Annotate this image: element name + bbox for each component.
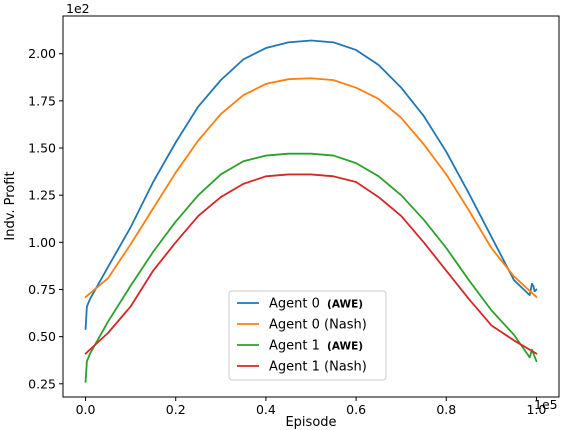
x-tick-label: 0.8 — [436, 402, 456, 417]
legend-entry-tag-2: (AWE) — [327, 341, 363, 353]
y-tick-label: 1.50 — [28, 141, 56, 156]
y-tick-label: 1.25 — [28, 188, 56, 203]
legend-entry-0: Agent 0 (AWE) — [269, 297, 363, 312]
y-tick-label: 1.00 — [28, 235, 56, 250]
x-tick-label: 0.0 — [76, 402, 96, 417]
legend-entry-tag-0: (AWE) — [327, 299, 363, 311]
y-axis-multiplier: 1e2 — [66, 1, 90, 16]
legend-entry-2: Agent 1 (AWE) — [269, 339, 363, 354]
y-tick-label: 0.25 — [28, 376, 56, 391]
y-tick-label: 0.75 — [28, 282, 56, 297]
x-tick-label: 0.2 — [166, 402, 186, 417]
x-axis: 0.0 0.2 0.4 0.6 0.8 1.0 — [76, 397, 547, 417]
series-line-1 — [84, 77, 538, 298]
series-layer — [84, 39, 538, 383]
series-line-3 — [84, 173, 538, 355]
x-tick-label: 0.4 — [256, 402, 276, 417]
axes-border — [62, 15, 560, 398]
x-tick-label: 0.6 — [346, 402, 366, 417]
series-line-0 — [84, 39, 538, 331]
x-tick-label: 1.0 — [527, 402, 547, 417]
legend-entry-3: Agent 1 (Nash) — [269, 360, 367, 375]
legend-entry-1: Agent 0 (Nash) — [269, 318, 367, 333]
y-tick-label: 0.50 — [28, 329, 56, 344]
y-tick-label: 2.00 — [28, 46, 56, 61]
axes-frame — [62, 15, 560, 398]
y-axis: 0.25 0.50 0.75 1.00 1.25 1.50 1.75 2.00 — [28, 46, 63, 391]
y-axis-label: Indv. Profit — [3, 171, 18, 240]
x-axis-label: Episode — [285, 415, 336, 430]
legend: Agent 0 (AWE) Agent 0 (Nash) Agent 1 (AWE)… — [228, 290, 387, 381]
legend-box — [228, 290, 387, 381]
y-tick-label: 1.75 — [28, 93, 56, 108]
series-line-2 — [84, 152, 538, 383]
x-axis-multiplier: 1e5 — [534, 397, 558, 412]
